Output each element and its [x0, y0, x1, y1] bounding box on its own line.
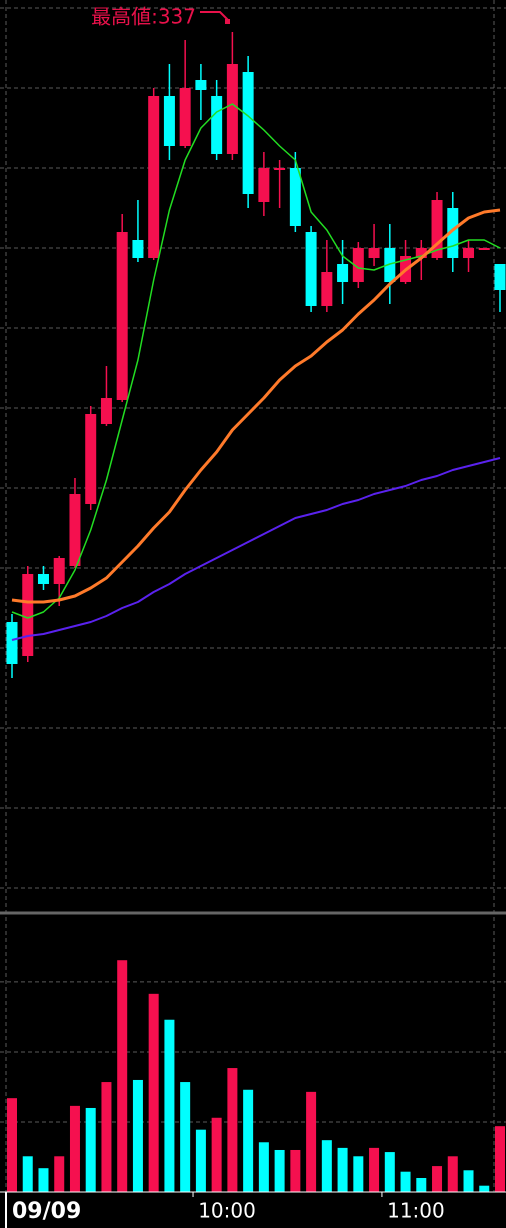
volume-bar — [274, 1149, 285, 1192]
volume-bar — [495, 1126, 505, 1192]
candle-body — [274, 168, 286, 170]
x-tick-label: 11:00 — [387, 1199, 445, 1223]
candle-body — [305, 232, 317, 306]
volume-bar — [180, 1082, 191, 1192]
volume-bar — [101, 1082, 112, 1192]
candle-body — [85, 414, 97, 504]
volume-bar — [211, 1117, 222, 1192]
date-label: 09/09 — [12, 1199, 81, 1224]
candle-body — [494, 264, 506, 290]
candle-body — [226, 64, 238, 154]
candle-body — [431, 200, 443, 258]
candle-body — [258, 168, 270, 202]
candle-body — [289, 168, 301, 226]
candle-body — [132, 240, 144, 258]
candle-body — [478, 248, 490, 250]
candle-body — [195, 80, 207, 90]
volume-bar — [353, 1156, 364, 1192]
volume-bar — [22, 1156, 33, 1192]
volume-bar — [337, 1147, 348, 1192]
candle-body — [211, 96, 223, 154]
candle-body — [116, 232, 128, 400]
candle-body — [37, 574, 49, 584]
moving-average-line — [11, 457, 501, 641]
volume-bar — [290, 1149, 301, 1192]
volume-bar — [85, 1107, 96, 1192]
volume-bar — [479, 1185, 490, 1192]
candle-body — [242, 72, 254, 194]
candle-body — [384, 248, 396, 282]
candle-body — [148, 96, 160, 258]
volume-bar — [38, 1168, 49, 1192]
plot-area — [0, 7, 506, 1192]
candle-body — [69, 494, 81, 566]
volume-bar — [69, 1105, 80, 1192]
candle-body — [100, 398, 112, 424]
candle-body — [463, 248, 475, 258]
volume-bar — [416, 1177, 427, 1192]
candle-body — [321, 272, 333, 306]
volume-bar — [7, 1098, 17, 1192]
candle-body — [415, 248, 427, 258]
volume-bar — [306, 1091, 317, 1192]
volume-bar — [195, 1129, 206, 1192]
volume-bar — [132, 1079, 143, 1192]
volume-bar — [54, 1156, 65, 1192]
volume-bar — [117, 960, 128, 1192]
volume-bar — [400, 1171, 411, 1192]
volume-bar — [321, 1140, 332, 1192]
annotation-connector — [200, 11, 229, 21]
volume-bar — [258, 1142, 269, 1192]
candle-body — [53, 558, 65, 584]
volume-bar — [384, 1152, 395, 1192]
candle-body — [6, 622, 18, 664]
x-tick-label: 10:00 — [198, 1199, 256, 1223]
volume-bar — [447, 1156, 458, 1192]
volume-bar — [243, 1089, 254, 1192]
annotation-marker — [225, 19, 230, 24]
candle-body — [22, 574, 34, 656]
candle-body — [163, 96, 175, 146]
volume-bar — [463, 1170, 474, 1192]
volume-bar — [227, 1068, 238, 1192]
candle-body — [352, 248, 364, 282]
volume-bar — [369, 1147, 380, 1192]
moving-average-line — [11, 103, 501, 619]
volume-bar — [164, 1019, 175, 1192]
volume-bar — [148, 993, 159, 1192]
annotation: 最高値:337 — [91, 5, 196, 29]
candle-body — [447, 208, 459, 258]
volume-bar — [432, 1166, 443, 1192]
candle-body — [368, 248, 380, 258]
candle-body — [179, 88, 191, 146]
moving-average-line — [11, 208, 501, 604]
candle-body — [337, 264, 349, 282]
